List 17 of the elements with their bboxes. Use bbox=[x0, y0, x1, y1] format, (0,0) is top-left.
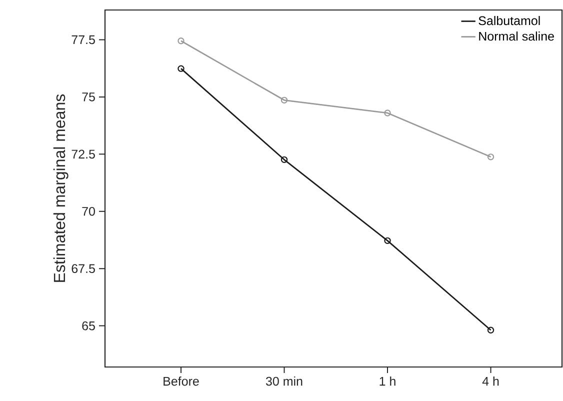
x-tick-label: Before bbox=[164, 376, 199, 386]
x-tick-label: 4 h bbox=[482, 376, 499, 386]
point bbox=[384, 237, 391, 244]
legend-label: Salbutamol bbox=[478, 16, 540, 26]
y-tick-label: 72.5 bbox=[72, 150, 95, 159]
y-tick-label: 65 bbox=[82, 321, 95, 330]
point bbox=[280, 156, 288, 164]
y-tick-label: 67.5 bbox=[72, 264, 95, 274]
x-tick-label: 30 min bbox=[266, 376, 302, 386]
y-tick-label: 77.5 bbox=[72, 35, 95, 44]
y-tick-label: 75 bbox=[82, 92, 95, 102]
point bbox=[280, 96, 288, 104]
legend-label: Normal saline bbox=[479, 32, 554, 41]
y-tick-label: 70 bbox=[82, 206, 95, 216]
point bbox=[384, 110, 391, 116]
y-axis-title: Estimated marginal means bbox=[53, 94, 68, 282]
x-tick-label: 1 h bbox=[380, 376, 396, 386]
